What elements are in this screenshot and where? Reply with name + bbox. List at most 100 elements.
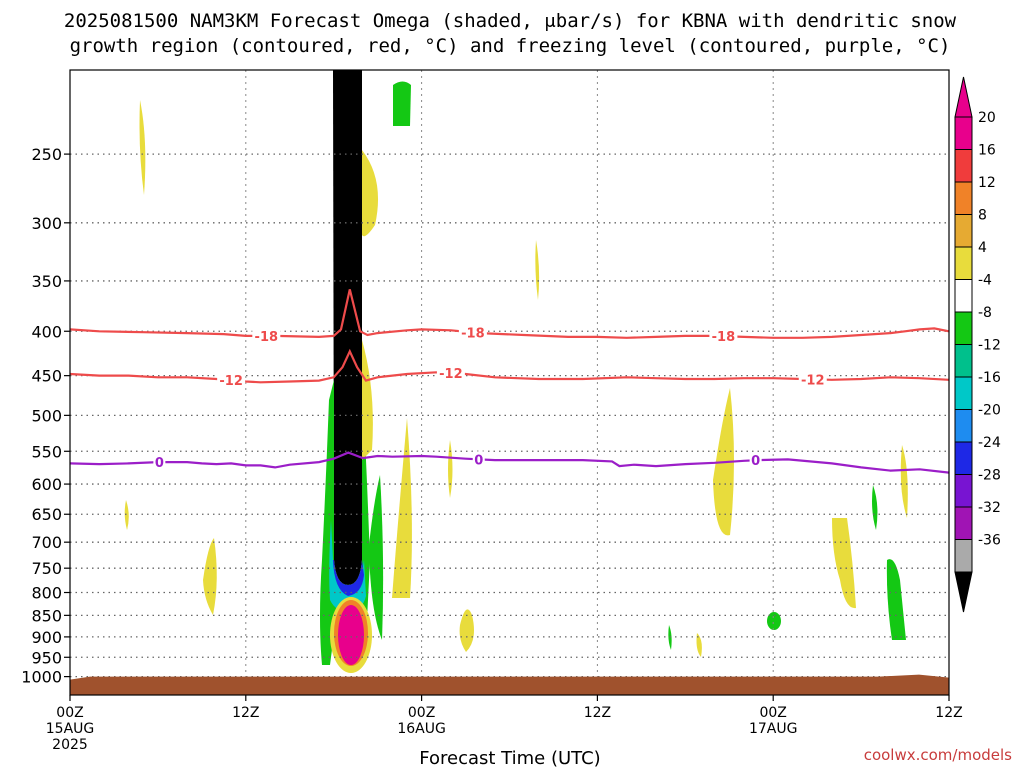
contour-label-bg-0-0 [153,454,166,471]
omega-yellow-8 [203,538,217,615]
y-tick-label-450: 450 [31,367,62,386]
colorbar-swatch--36 [954,539,973,573]
omega-yellow-9 [459,609,474,652]
y-tick-label-700: 700 [31,533,62,552]
colorbar-label-4: 4 [978,240,987,256]
y-tick-label-950: 950 [31,648,62,667]
omega-yellow-3 [362,340,373,460]
contour-label-0-0: 0 [155,456,164,471]
y-tick-label-550: 550 [31,442,62,461]
omega-core-column [333,70,362,585]
omega-green-6 [767,612,781,630]
y-tick-label-250: 250 [31,145,62,164]
x-tick-label-h12-1: 12Z [232,705,259,721]
colorbar-swatch-16 [954,149,973,183]
contour-label-bg--18-0 [252,327,281,344]
y-tick-label-300: 300 [31,214,62,233]
source-credit: coolwx.com/models [864,746,1012,764]
colorbar-bottom-triangle [954,571,973,613]
x-tick-label-h36-1: 12Z [584,705,611,721]
chart-title-line2: growth region (contoured, red, °C) and f… [70,35,951,57]
x-tick-label-h0-3: 2025 [52,737,88,753]
omega-yellow-6 [448,440,453,498]
x-tick-label-h24-1: 00Z [408,705,435,721]
colorbar-label--8: -8 [978,305,992,321]
colorbar-swatch--32 [954,506,973,540]
colorbar-swatch--24 [954,441,973,475]
x-tick-label-h48-2: 17AUG [749,721,798,737]
ground-fill [70,674,949,695]
y-tick-label-650: 650 [31,505,62,524]
colorbar-swatch--16 [954,376,973,410]
contour-label-bg--12-1 [436,365,465,382]
y-tick-label-500: 500 [31,406,62,425]
colorbar-label--36: -36 [978,533,1001,549]
omega-column-blue [333,560,364,596]
omega-yellow-1 [139,100,146,195]
colorbar-swatch-4 [954,246,973,280]
omega-yellow-13 [696,633,702,657]
x-tick-label-h0-1: 00Z [56,705,83,721]
colorbar-label--20: -20 [978,403,1001,419]
omega-green-1 [393,81,411,126]
y-tick-label-800: 800 [31,584,62,603]
y-tick-label-400: 400 [31,322,62,341]
colorbar-label--24: -24 [978,435,1001,451]
x-tick-label-h24-2: 16AUG [397,721,446,737]
omega-green-2 [369,475,384,640]
contour-label-bg-0-1 [472,451,485,468]
contour-label--18-1: -18 [461,326,485,341]
omega-yellow-12 [900,445,908,518]
contour-label-bg--18-1 [458,324,487,341]
omega-green-3 [872,485,878,530]
colorbar-label--32: -32 [978,500,1001,516]
contour-label--12-2: -12 [801,373,825,388]
colorbar-swatch--28 [954,474,973,508]
contour-label-bg--18-2 [709,328,738,345]
contour-label--18-0: -18 [255,330,279,345]
omega-positive-blob-inner [338,605,364,665]
chart-title-line1: 2025081500 NAM3KM Forecast Omega (shaded… [64,10,957,32]
y-tick-label-850: 850 [31,606,62,625]
contour-label-0-1: 0 [474,453,483,468]
contour-label-bg-0-2 [749,452,762,469]
contour-label-bg--12-0 [217,372,246,389]
omega-yellow-4 [392,418,412,598]
colorbar-label--12: -12 [978,338,1001,354]
colorbar-label-8: 8 [978,208,987,224]
colorbar-label-16: 16 [978,143,996,159]
omega-yellow-2 [362,150,379,237]
x-tick-label-h48-1: 00Z [759,705,786,721]
omega-yellow-11 [832,518,856,609]
contour-label-bg--12-2 [798,371,827,388]
colorbar-label-12: 12 [978,175,996,191]
y-tick-label-350: 350 [31,272,62,291]
colorbar-label-20: 20 [978,110,996,126]
omega-yellow-7 [124,500,129,530]
colorbar-swatch--20 [954,409,973,443]
colorbar-label--28: -28 [978,468,1001,484]
x-tick-label-h60-1: 12Z [935,705,962,721]
x-axis-label: Forecast Time (UTC) [419,748,600,768]
y-tick-label-900: 900 [31,628,62,647]
y-tick-label-1000: 1000 [21,668,62,687]
y-tick-label-750: 750 [31,559,62,578]
colorbar-swatch--8 [954,311,973,345]
plot-frame-border [69,69,950,696]
colorbar-label--16: -16 [978,370,1001,386]
x-tick-label-h0-2: 15AUG [46,721,95,737]
colorbar-swatch-12 [954,181,973,215]
colorbar-label--4: -4 [978,273,992,289]
colorbar-swatch-20 [954,116,973,150]
contour-label--18-2: -18 [712,330,736,345]
y-tick-label-600: 600 [31,475,62,494]
contour-label-0-2: 0 [751,454,760,469]
colorbar-swatch-8 [954,214,973,248]
colorbar-swatch--12 [954,344,973,378]
colorbar-swatch--4 [954,279,973,313]
contour-label--12-1: -12 [439,367,463,382]
colorbar-top-triangle [954,76,973,118]
contour-label--12-0: -12 [219,374,243,389]
omega-yellow-5 [535,240,540,300]
